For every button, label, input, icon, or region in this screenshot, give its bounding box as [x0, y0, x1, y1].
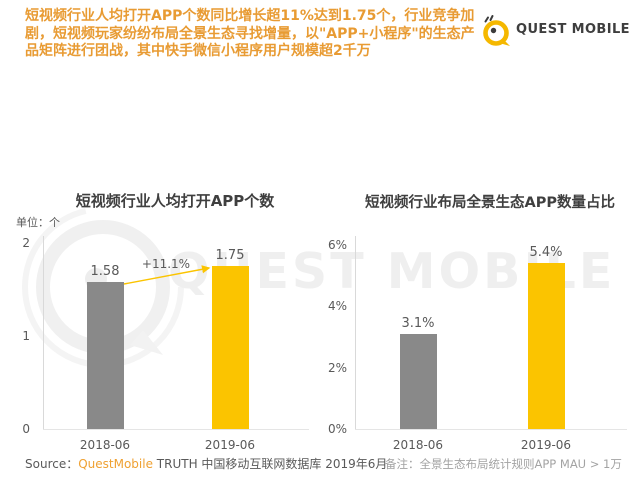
left-ytick-2: 2: [22, 236, 30, 250]
left-bar-2019-06: [212, 266, 249, 429]
right-bar-value-2019-06: 5.4%: [529, 245, 563, 260]
source-prefix: Source：: [25, 457, 79, 471]
source-line: Source：QuestMobile TRUTH 中国移动互联网数据库 2019…: [25, 455, 387, 472]
left-xlabel-2019-06: 2019-06: [204, 438, 256, 452]
growth-arrow: [123, 265, 211, 285]
right-xlabel-2018-06: 2018-06: [392, 438, 444, 452]
left-chart-title: 短视频行业人均打开APP个数: [75, 192, 275, 210]
source-rest: TRUTH 中国移动互联网数据库 2019年6月: [152, 457, 388, 471]
right-ytick-2: 2%: [327, 361, 347, 375]
left-bar-2018-06: [87, 282, 124, 429]
left-ytick-0: 0: [22, 422, 30, 436]
left-ytick-1: 1: [22, 329, 30, 343]
source-brand: QuestMobile: [78, 457, 153, 471]
right-chart-title: 短视频行业布局全景生态APP数量占比: [365, 195, 615, 211]
right-xlabel-2019-06: 2019-06: [520, 438, 572, 452]
left-chart-y-axis: [43, 236, 44, 430]
right-bar-value-2018-06: 3.1%: [401, 316, 435, 331]
left-xlabel-2018-06: 2018-06: [79, 438, 131, 452]
right-bar-2018-06: [400, 334, 437, 429]
questmobile-wordmark: QUEST MOBILE: [516, 22, 630, 37]
headline-text: 短视频行业人均打开APP个数同比增长超11%达到1.75个，行业竞争加剧，短视频…: [25, 8, 475, 59]
footnote: 备注：全景生态布局统计规则APP MAU > 1万: [385, 457, 622, 471]
right-bar-2019-06: [528, 263, 565, 429]
right-ytick-0: 0%: [327, 422, 347, 436]
right-chart-x-axis: [355, 429, 627, 430]
left-chart-x-axis: [43, 429, 309, 430]
right-ytick-6: 6%: [327, 238, 347, 252]
left-bar-value-2019-06: 1.75: [215, 248, 245, 263]
right-chart-y-axis: [355, 236, 356, 430]
left-bar-value-2018-06: 1.58: [90, 264, 120, 279]
growth-annotation: +11.1%: [141, 257, 191, 271]
questmobile-logo-icon: [483, 15, 510, 46]
right-ytick-4: 4%: [327, 299, 347, 313]
left-chart-unit-label: 单位：个: [16, 216, 60, 229]
